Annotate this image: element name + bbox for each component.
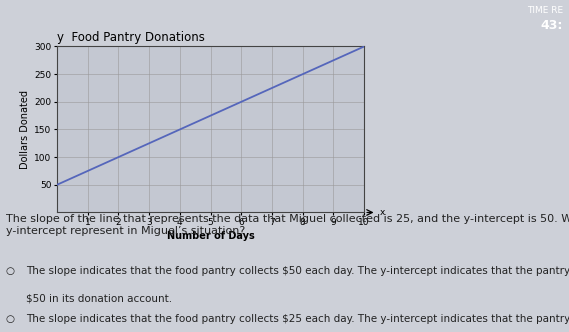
Text: x: x — [380, 208, 385, 217]
X-axis label: Number of Days: Number of Days — [167, 231, 254, 241]
Text: The slope indicates that the food pantry collects $25 each day. The y-intercept : The slope indicates that the food pantry… — [26, 314, 569, 324]
Text: TIME RE: TIME RE — [527, 6, 563, 15]
Text: ○: ○ — [6, 314, 15, 324]
Text: y  Food Pantry Donations: y Food Pantry Donations — [57, 31, 205, 44]
Text: The slope of the line that represents the data that Miguel collected is 25, and : The slope of the line that represents th… — [6, 214, 569, 236]
Text: The slope indicates that the food pantry collects $50 each day. The y-intercept : The slope indicates that the food pantry… — [26, 266, 569, 276]
Text: 43:: 43: — [541, 19, 563, 32]
Y-axis label: Dollars Donated: Dollars Donated — [20, 90, 30, 169]
Text: ○: ○ — [6, 266, 15, 276]
Text: $50 in its donation account.: $50 in its donation account. — [26, 294, 172, 304]
